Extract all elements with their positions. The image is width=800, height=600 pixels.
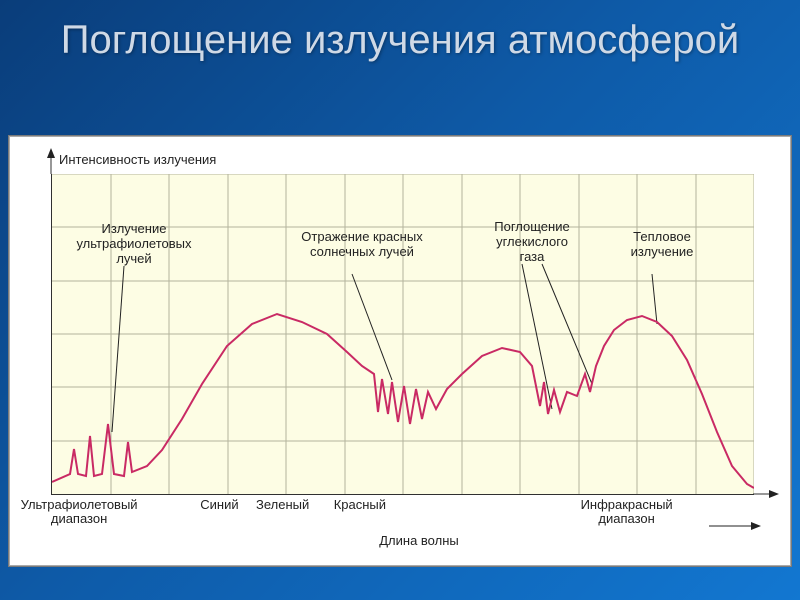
callout-lines xyxy=(112,264,657,432)
callout-uv: Излучениеультрафиолетовыхлучей xyxy=(64,222,204,267)
x-label-0: Ультрафиолетовыйдиапазон xyxy=(9,498,149,527)
ir-arrow-icon xyxy=(751,522,761,530)
x-axis-label: Длина волны xyxy=(359,534,479,548)
plot-area: Излучениеультрафиолетовыхлучей Отражение … xyxy=(51,174,754,495)
x-arrow-icon xyxy=(769,490,779,498)
y-arrow-icon xyxy=(47,148,55,158)
y-axis-label: Интенсивность излучения xyxy=(59,152,216,167)
x-label-4: Инфракрасныйдиапазон xyxy=(557,498,697,527)
x-label-3: Красный xyxy=(290,498,430,512)
callout-red: Отражение красныхсолнечных лучей xyxy=(292,230,432,260)
callout-thermal: Тепловоеизлучение xyxy=(592,230,732,260)
slide: Поглощение излучения атмосферой Интенсив… xyxy=(0,0,800,600)
chart-frame: Интенсивность излучения Излучениеультраф… xyxy=(8,135,792,567)
slide-title: Поглощение излучения атмосферой xyxy=(0,0,800,62)
callout-co2: Поглощениеуглекислогогаза xyxy=(462,220,602,265)
